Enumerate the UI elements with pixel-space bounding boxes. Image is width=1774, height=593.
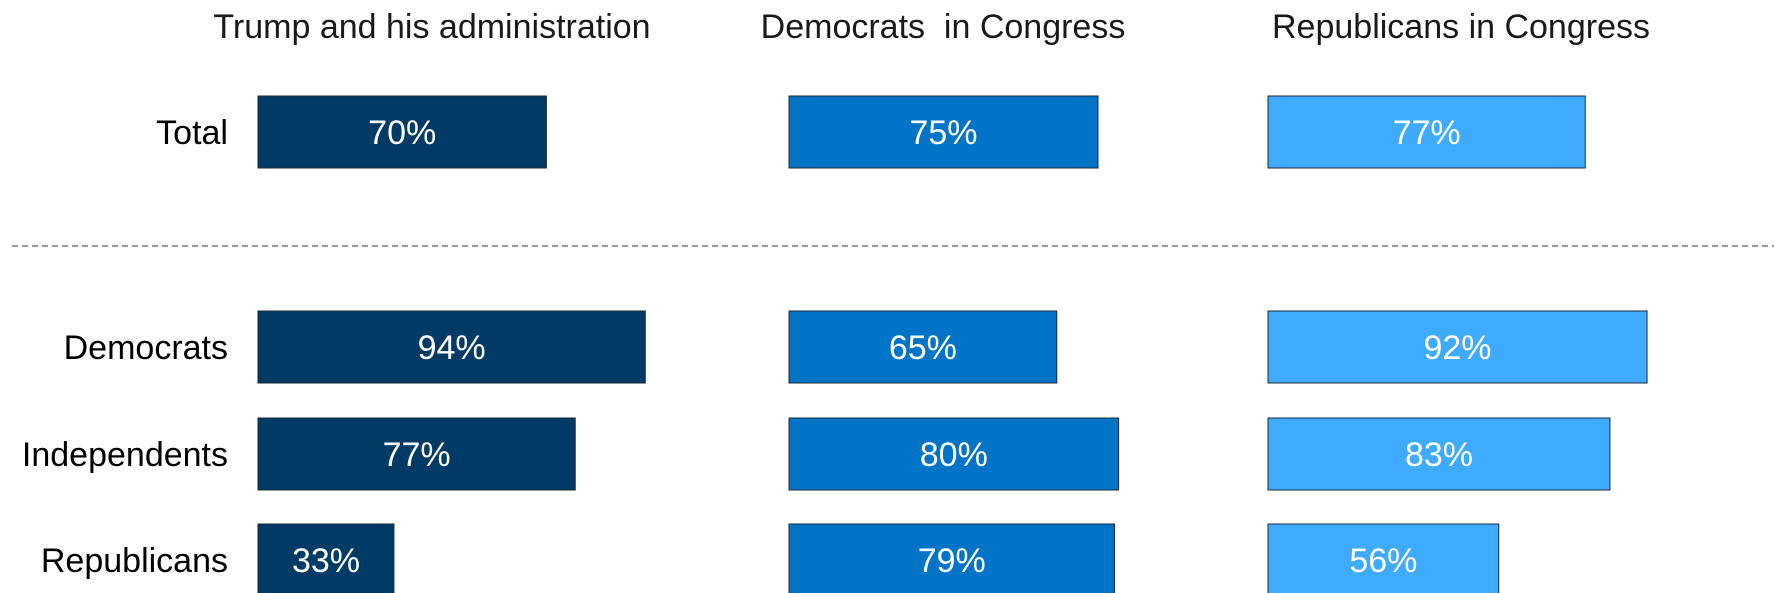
bars: 70% 75% 77% 94% 65% 92% 77% 80% 83% 33% 79% 56% xyxy=(257,95,1648,593)
bar-total-panel-2 xyxy=(788,95,1099,169)
panel-title-1: Trump and his administration xyxy=(213,8,650,46)
bar-independents-panel-3 xyxy=(1267,417,1611,491)
bar-value-label-republicans-panel-2: 79% xyxy=(918,542,986,580)
bar-independents-panel-2 xyxy=(788,417,1120,491)
bar-independents-panel-1 xyxy=(257,417,576,491)
panel-title-2: Democrats in Congress xyxy=(761,8,1126,46)
row-label-republicans: Republicans xyxy=(41,542,228,580)
row-label-total: Total xyxy=(156,114,228,152)
bar-republicans-panel-1 xyxy=(257,523,395,593)
bar-value-label-total-panel-1: 70% xyxy=(368,114,436,152)
bar-value-label-independents-panel-1: 77% xyxy=(383,436,451,474)
row-label-independents: Independents xyxy=(22,436,228,474)
bar-value-label-democrats-panel-3: 92% xyxy=(1423,329,1491,367)
bar-total-panel-3 xyxy=(1267,95,1586,169)
panel-title-3: Republicans in Congress xyxy=(1272,8,1650,46)
bar-value-label-total-panel-2: 75% xyxy=(909,114,977,152)
bar-value-label-republicans-panel-3: 56% xyxy=(1349,542,1417,580)
row-labels: Total Democrats Independents Republicans xyxy=(22,114,228,580)
bar-total-panel-1 xyxy=(257,95,547,169)
row-label-democrats: Democrats xyxy=(64,329,228,367)
bar-value-label-democrats-panel-1: 94% xyxy=(418,329,486,367)
bar-value-label-independents-panel-3: 83% xyxy=(1405,436,1473,474)
bar-value-label-democrats-panel-2: 65% xyxy=(889,329,957,367)
bar-republicans-panel-2 xyxy=(788,523,1115,593)
bar-democrats-panel-1 xyxy=(257,310,646,384)
panel-titles: Trump and his administration Democrats in… xyxy=(213,8,1650,46)
bar-democrats-panel-2 xyxy=(788,310,1058,384)
bar-value-label-independents-panel-2: 80% xyxy=(920,436,988,474)
bar-value-label-total-panel-3: 77% xyxy=(1393,114,1461,152)
bar-republicans-panel-3 xyxy=(1267,523,1500,593)
bar-value-label-republicans-panel-1: 33% xyxy=(292,542,360,580)
bar-democrats-panel-3 xyxy=(1267,310,1648,384)
